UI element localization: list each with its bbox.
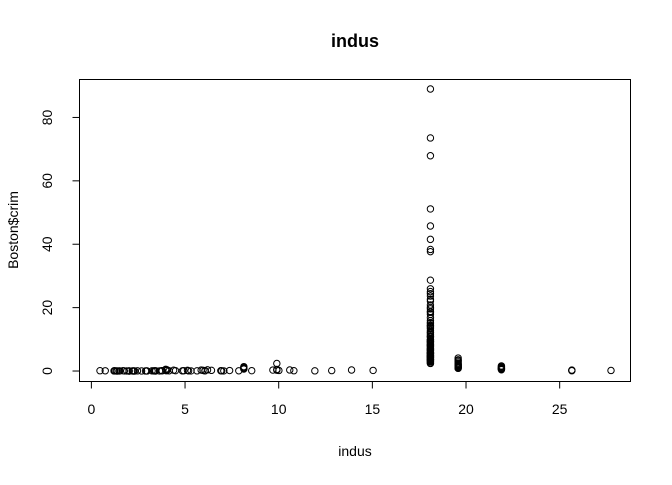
x-tick-label: 20 <box>458 401 474 417</box>
data-point <box>426 235 435 244</box>
x-tick-label: 10 <box>271 401 287 417</box>
data-point <box>369 366 377 375</box>
data-point <box>240 364 248 372</box>
x-tick-label: 15 <box>365 401 381 417</box>
data-point <box>607 366 615 375</box>
data-point <box>125 367 133 375</box>
data-point <box>311 367 319 375</box>
x-tick-label: 0 <box>87 401 95 417</box>
data-point <box>568 367 576 375</box>
chart-title: indus <box>331 31 379 51</box>
data-point <box>426 85 435 93</box>
data-point <box>426 222 435 230</box>
data-point <box>426 134 435 142</box>
data-point <box>137 367 146 375</box>
data-point <box>171 366 180 375</box>
y-tick-label: 0 <box>39 367 55 375</box>
data-point <box>426 205 435 213</box>
data-point <box>426 290 435 298</box>
data-point <box>207 366 216 375</box>
y-tick-label: 60 <box>39 173 55 189</box>
data-point <box>286 366 294 374</box>
data-point <box>426 305 435 313</box>
data-point <box>347 366 356 374</box>
data-point <box>275 366 283 375</box>
x-axis: 0 5 10 15 20 25 <box>87 381 568 417</box>
y-axis-label: Boston$crim <box>5 191 21 269</box>
data-point <box>133 367 142 375</box>
data-point <box>426 152 435 160</box>
y-tick-label: 20 <box>39 300 55 316</box>
data-point <box>158 367 166 375</box>
data-point <box>130 367 139 375</box>
y-axis: 0 20 40 60 80 <box>39 109 80 375</box>
data-point <box>426 287 435 296</box>
data-point <box>180 367 188 375</box>
y-tick-label: 80 <box>39 109 55 125</box>
data-point <box>426 245 435 254</box>
data-point <box>162 367 171 375</box>
data-point <box>426 276 435 284</box>
data-point <box>328 366 336 375</box>
data-point <box>426 359 435 368</box>
plot-frame <box>79 79 631 382</box>
data-point <box>218 367 226 375</box>
data-points <box>96 85 615 375</box>
data-point <box>184 367 193 375</box>
y-tick-label: 40 <box>39 236 55 252</box>
data-point <box>497 366 506 374</box>
data-point <box>248 366 256 375</box>
data-point <box>101 367 109 375</box>
data-point <box>120 367 129 375</box>
data-point <box>426 247 435 256</box>
data-point <box>426 314 435 322</box>
data-point <box>203 366 212 374</box>
data-point <box>220 367 228 375</box>
x-axis-label: indus <box>338 443 371 459</box>
data-point <box>426 308 435 317</box>
data-point <box>290 367 298 375</box>
x-tick-label: 5 <box>181 401 189 417</box>
data-point <box>426 292 435 300</box>
data-point <box>426 285 435 293</box>
x-tick-label: 25 <box>552 401 568 417</box>
data-point <box>96 367 104 375</box>
data-point <box>116 367 124 375</box>
data-point <box>225 366 234 375</box>
data-point <box>454 364 462 373</box>
